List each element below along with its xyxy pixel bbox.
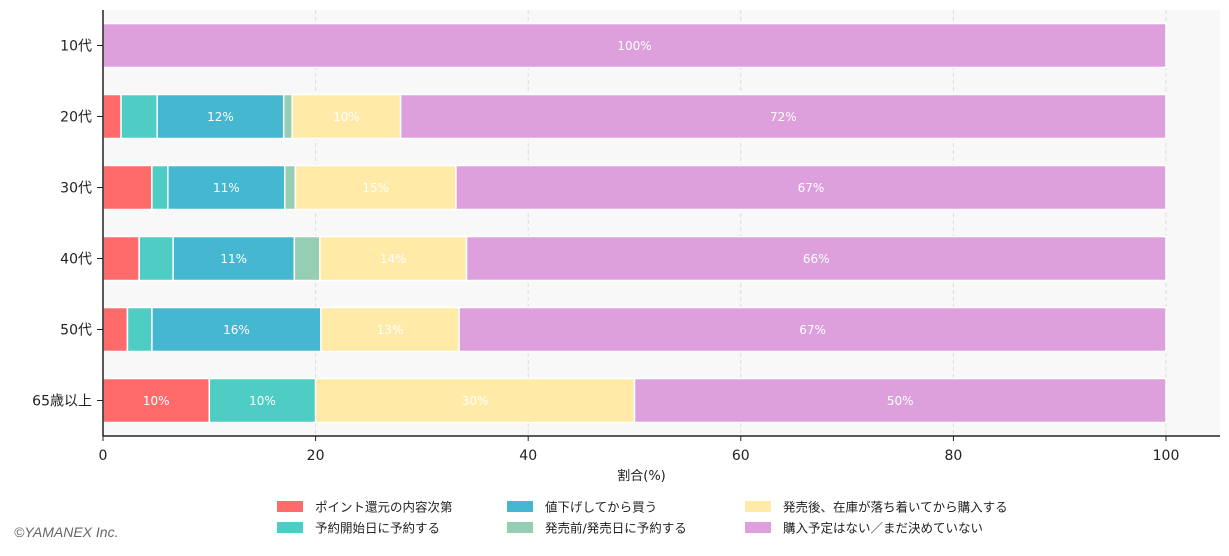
x-tick-label: 60 bbox=[732, 448, 750, 464]
data-label: 67% bbox=[798, 181, 825, 195]
x-tick-label: 20 bbox=[307, 448, 325, 464]
legend-swatch bbox=[277, 522, 303, 533]
legend-swatch bbox=[507, 522, 533, 533]
legend-label: 購入予定はない／まだ決めていない bbox=[783, 521, 983, 536]
data-label: 10% bbox=[249, 394, 276, 408]
legend-swatch bbox=[507, 501, 533, 512]
legend-swatch bbox=[745, 522, 771, 533]
bar-segment bbox=[138, 235, 174, 282]
legend-label: 値下げしてから買う bbox=[545, 500, 657, 515]
data-label: 30% bbox=[462, 394, 489, 408]
data-label: 13% bbox=[377, 323, 404, 337]
y-tick-label: 30代 bbox=[60, 181, 92, 197]
bar-segment bbox=[282, 93, 293, 140]
bar-segment bbox=[172, 235, 296, 282]
y-tick-label: 40代 bbox=[60, 252, 92, 268]
bar-segment bbox=[167, 164, 286, 211]
data-label: 100% bbox=[617, 39, 651, 53]
data-label: 10% bbox=[333, 110, 360, 124]
legend-label: 発売後、在庫が落ち着いてから購入する bbox=[783, 500, 1008, 515]
y-tick-label: 65歳以上 bbox=[32, 394, 92, 410]
data-label: 11% bbox=[213, 181, 240, 195]
x-tick-label: 40 bbox=[519, 448, 537, 464]
x-axis-label: 割合(%) bbox=[617, 468, 666, 484]
data-label: 10% bbox=[143, 394, 170, 408]
legend-label: 予約開始日に予約する bbox=[315, 521, 440, 536]
plot-area bbox=[103, 10, 1220, 436]
bar-segment bbox=[633, 377, 1167, 424]
bar-segment bbox=[102, 235, 140, 282]
bar-segment bbox=[458, 306, 1167, 353]
bar-segment bbox=[465, 235, 1167, 282]
bar-segment bbox=[102, 22, 1167, 69]
bar-segment bbox=[399, 93, 1167, 140]
bar-segment bbox=[102, 306, 129, 353]
legend-label: 発売前/発売日に予約する bbox=[545, 521, 687, 536]
data-label: 66% bbox=[803, 252, 830, 266]
y-tick-label: 50代 bbox=[60, 323, 92, 339]
data-label: 15% bbox=[362, 181, 389, 195]
data-label: 16% bbox=[223, 323, 250, 337]
x-tick-label: 80 bbox=[944, 448, 962, 464]
copyright: ©YAMANEX Inc. bbox=[14, 524, 119, 540]
bar-segment bbox=[319, 235, 468, 282]
bar-segment bbox=[102, 93, 122, 140]
data-label: 11% bbox=[220, 252, 247, 266]
bar-segment bbox=[284, 164, 297, 211]
x-tick-label: 100 bbox=[1153, 448, 1180, 464]
y-tick-label: 10代 bbox=[60, 39, 92, 55]
bar-segment bbox=[126, 306, 153, 353]
legend-label: ポイント還元の内容次第 bbox=[315, 500, 453, 515]
x-tick-label: 0 bbox=[99, 448, 108, 464]
bar-segment bbox=[151, 164, 169, 211]
bar-segment bbox=[156, 93, 285, 140]
bar-segment bbox=[120, 93, 158, 140]
bar-segment bbox=[320, 306, 460, 353]
legend-swatch bbox=[745, 501, 771, 512]
bar-segment bbox=[151, 306, 322, 353]
bar-segment bbox=[102, 164, 153, 211]
legend-swatch bbox=[277, 501, 303, 512]
data-label: 72% bbox=[770, 110, 797, 124]
bar-segment bbox=[293, 235, 321, 282]
bar-segment bbox=[455, 164, 1167, 211]
data-label: 12% bbox=[207, 110, 234, 124]
y-tick-label: 20代 bbox=[60, 110, 92, 126]
data-label: 14% bbox=[380, 252, 407, 266]
data-label: 67% bbox=[799, 323, 826, 337]
data-label: 50% bbox=[887, 394, 914, 408]
